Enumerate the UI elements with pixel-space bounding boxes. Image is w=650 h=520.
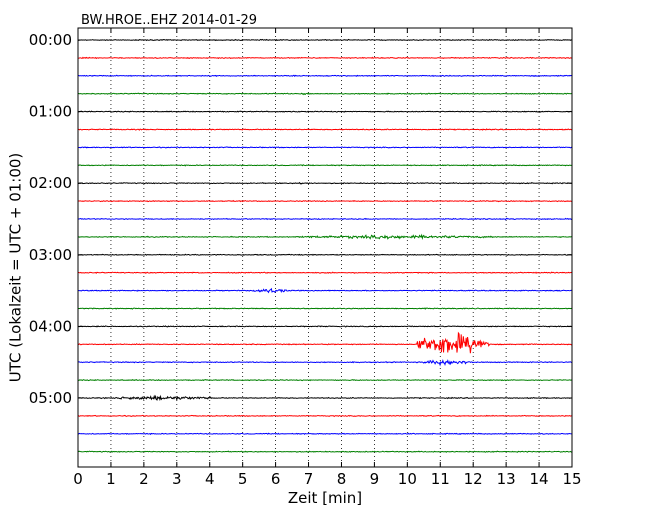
x-tick-label: 3 [172, 470, 182, 488]
x-tick-label: 2 [139, 470, 149, 488]
seismic-trace-0545 [77, 450, 573, 453]
seismic-trace-0200 [77, 181, 573, 185]
seismic-trace-0115 [78, 128, 573, 131]
x-tick-label: 15 [562, 470, 581, 488]
seismic-trace-0045 [77, 92, 573, 96]
seismic-trace-0130 [77, 146, 573, 149]
seismic-trace-0030 [77, 74, 573, 77]
y-tick-label: 05:00 [29, 389, 72, 407]
seismic-trace-0515 [77, 414, 573, 418]
seismic-traces [77, 38, 573, 453]
seismic-trace-0430 [77, 358, 572, 367]
x-tick-label: 11 [431, 470, 450, 488]
seismic-trace-0215 [77, 199, 573, 203]
x-tick-label: 6 [271, 470, 281, 488]
seismic-trace-0330 [77, 287, 573, 294]
y-tick-label: 01:00 [29, 103, 72, 121]
axis-tick-labels: 0 1 2 3 4 5 6 7 8 9 10 11 12 13 14 1500:0001:0002:0003:… [29, 31, 582, 488]
chart-title: BW.HROE..EHZ 2014-01-29 [81, 13, 257, 28]
x-tick-label: 8 [337, 470, 347, 488]
seismic-trace-0145 [77, 164, 573, 167]
axis-ticks [77, 28, 573, 467]
seismic-trace-0015 [77, 56, 573, 60]
seismic-trace-0345 [77, 307, 573, 310]
x-tick-label: 14 [530, 470, 549, 488]
x-tick-label: 9 [370, 470, 380, 488]
x-tick-label: 7 [304, 470, 314, 488]
x-tick-label: 4 [205, 470, 215, 488]
x-axis-label: Zeit [min] [288, 489, 362, 507]
seismic-trace-0415 [77, 331, 573, 354]
y-tick-label: 00:00 [29, 31, 72, 49]
y-axis-label: UTC (Lokalzeit = UTC + 01:00) [7, 153, 25, 383]
x-tick-label: 12 [464, 470, 483, 488]
seismic-trace-0100 [77, 110, 573, 113]
x-tick-label: 5 [238, 470, 248, 488]
seismic-trace-0530 [77, 432, 573, 436]
seismic-trace-0500 [77, 394, 573, 402]
x-tick-label: 1 [106, 470, 116, 488]
seismic-trace-0245 [77, 233, 573, 240]
x-tick-label: 13 [497, 470, 516, 488]
seismic-trace-0300 [77, 253, 573, 256]
x-tick-label: 10 [398, 470, 417, 488]
y-tick-label: 02:00 [29, 174, 72, 192]
y-tick-label: 03:00 [29, 246, 72, 264]
seismic-trace-0445 [78, 378, 573, 382]
x-tick-label: 0 [73, 470, 83, 488]
seismic-trace-0000 [77, 38, 573, 42]
plot-frame [77, 27, 573, 468]
seismic-trace-0400 [77, 325, 573, 328]
y-tick-label: 04:00 [29, 317, 72, 335]
seismic-trace-0315 [77, 271, 573, 274]
seismic-trace-0230 [77, 217, 573, 221]
